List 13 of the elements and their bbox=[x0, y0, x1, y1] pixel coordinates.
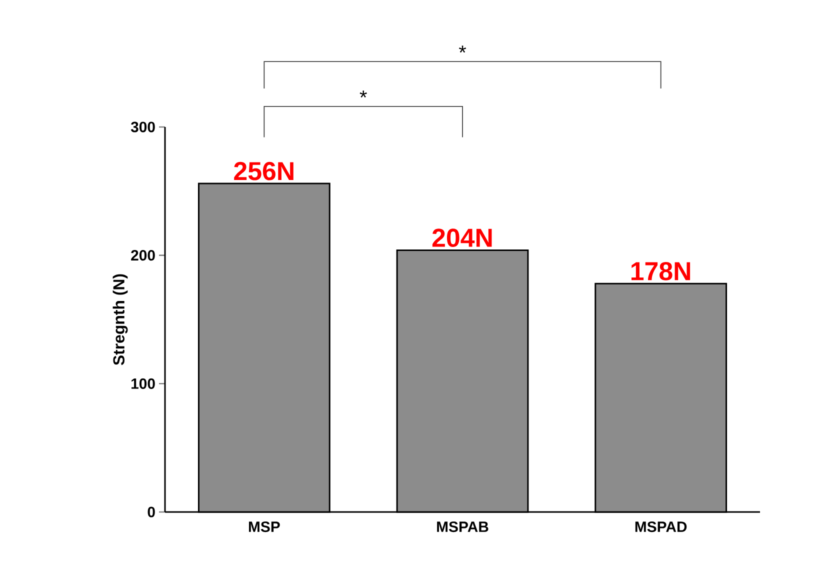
x-tick-label: MSPAB bbox=[437, 521, 488, 532]
y-tick-label: 300 bbox=[130, 122, 155, 132]
data-label: 256N bbox=[234, 162, 294, 180]
data-label: 204N bbox=[432, 228, 492, 248]
y-axis-title: Stregnth (N) bbox=[112, 274, 128, 366]
text: * bbox=[360, 90, 367, 98]
y-tick-label: 100 bbox=[132, 378, 155, 389]
text: * bbox=[458, 46, 466, 53]
y-tick-label: 200 bbox=[131, 250, 155, 261]
x-tick-label: MSPAD bbox=[635, 521, 687, 532]
data-label: 178N bbox=[632, 262, 690, 280]
y-tick-label: 0 bbox=[148, 506, 155, 518]
x-tick-label: MSP bbox=[248, 521, 280, 532]
